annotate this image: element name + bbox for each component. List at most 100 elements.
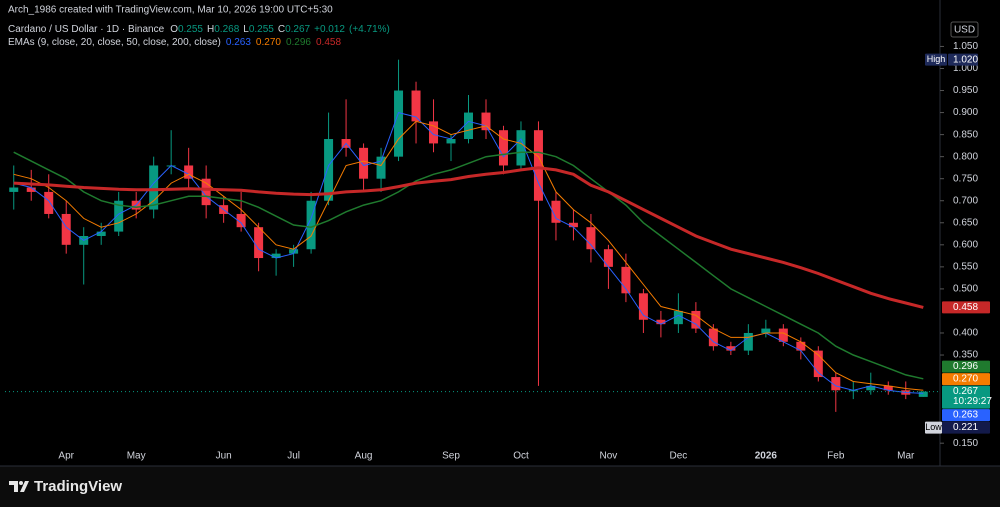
x-tick-label: Sep: [442, 451, 460, 462]
candle-body: [691, 310, 701, 329]
x-tick-label: 2026: [755, 451, 778, 462]
low-value: 0.221: [953, 422, 978, 433]
ema-value: 0.270: [256, 37, 281, 48]
candle-body: [464, 112, 473, 140]
candle-body: [44, 191, 54, 214]
logo-mark: [9, 481, 29, 492]
ema-badge: 0.458: [953, 302, 978, 313]
y-tick-label: 0.150: [953, 438, 978, 449]
ema-badge-bg: [942, 409, 990, 422]
candle-body: [743, 332, 753, 351]
y-tick-label: 0.550: [953, 261, 978, 272]
candle-body: [516, 130, 526, 166]
y-tick-label: 0.700: [953, 195, 978, 206]
footer-bar: [0, 466, 1000, 507]
logo: [9, 481, 29, 492]
y-tick-label: 0.800: [953, 151, 978, 162]
candle-body: [149, 165, 159, 210]
ema-badge: 0.296: [953, 361, 978, 372]
candle-body: [533, 130, 543, 201]
y-tick-label: 0.600: [953, 239, 978, 250]
indicator-legend: EMAs (9, close, 20, close, 50, close, 20…: [8, 37, 341, 48]
ema-badge: 0.263: [953, 410, 978, 421]
candle-body: [883, 385, 893, 391]
ema-badge: 0.270: [953, 374, 978, 385]
ema-value: 0.458: [316, 37, 341, 48]
currency[interactable]: USD: [954, 25, 975, 36]
candle-body: [289, 249, 299, 254]
candle-body: [621, 266, 631, 294]
price-badge: 0.267: [953, 386, 978, 397]
candle-body: [726, 346, 736, 351]
x-tick-label: Apr: [58, 451, 74, 462]
high-label: High: [927, 54, 946, 64]
candle-body: [96, 231, 106, 236]
candle-body: [673, 310, 683, 325]
candle-body: [446, 139, 456, 144]
candle-body: [761, 328, 771, 333]
x-tick-label: Mar: [897, 451, 915, 462]
low-label-bg: [925, 421, 942, 434]
indicator-label: EMAs (9, close, 20, close, 50, close, 20…: [8, 37, 221, 48]
ohlc-key: L: [243, 24, 249, 35]
logo-dot: [19, 481, 23, 485]
ema-value: 0.263: [226, 37, 251, 48]
price-badge-bg: [942, 385, 990, 409]
y-tick-label: 1.000: [953, 63, 978, 74]
candle-body: [778, 328, 788, 342]
high-value: 1.020: [953, 54, 978, 65]
candle-body: [656, 319, 666, 325]
candle-body: [831, 377, 841, 391]
candle-body: [866, 385, 876, 391]
candle-body: [708, 328, 718, 347]
ohlc-value: 0.255: [249, 24, 274, 35]
candle-body: [236, 213, 246, 228]
candle-body: [201, 178, 211, 206]
candle-body: [359, 147, 369, 179]
ohlc-key: C: [278, 24, 285, 35]
low-label: Low: [925, 422, 942, 432]
ema-badge-bg: [942, 301, 990, 314]
candle-body: [9, 187, 19, 192]
x-tick-label: Feb: [827, 451, 845, 462]
candle-body: [271, 253, 281, 259]
ema-value: 0.296: [286, 37, 311, 48]
ohlc-value: 0.267: [285, 24, 310, 35]
candle-body: [429, 121, 439, 144]
y-tick-label: 0.750: [953, 173, 978, 184]
candle-body: [568, 222, 578, 228]
ohlc-key: O: [170, 24, 178, 35]
ohlc-value: 0.255: [178, 24, 203, 35]
x-tick-label: Jun: [216, 451, 232, 462]
ohlc-value: 0.268: [214, 24, 239, 35]
y-tick-label: 0.900: [953, 107, 978, 118]
candle-body: [184, 165, 194, 179]
y-tick-label: 0.850: [953, 129, 978, 140]
candle-body: [638, 293, 648, 320]
y-tick-label: 0.950: [953, 85, 978, 96]
currency-button[interactable]: [950, 21, 979, 38]
y-tick-label: 0.400: [953, 328, 978, 339]
candle-body: [586, 227, 596, 250]
candle-body: [306, 200, 316, 250]
symbol-legend: Cardano / US Dollar · 1D · Binance O0.255…: [8, 24, 390, 35]
change: +0.012: [314, 24, 345, 35]
ema-line: [13, 112, 924, 394]
attribution: Arch_1986 created with TradingView.com, …: [8, 5, 333, 16]
candle-body: [411, 90, 421, 122]
countdown: 10:29:27: [953, 396, 992, 407]
y-tick-label: 0.350: [953, 350, 978, 361]
candle-body: [498, 130, 508, 166]
candle-body: [394, 90, 404, 157]
candle-body: [376, 156, 386, 179]
x-tick-label: May: [127, 451, 146, 462]
symbol: Cardano / US Dollar · 1D · Binance: [8, 24, 165, 35]
candle-body: [26, 187, 36, 192]
high-value-bg: [948, 53, 978, 66]
x-tick-label: Dec: [669, 451, 687, 462]
candle-body: [481, 112, 491, 131]
ema-line: [13, 151, 924, 380]
